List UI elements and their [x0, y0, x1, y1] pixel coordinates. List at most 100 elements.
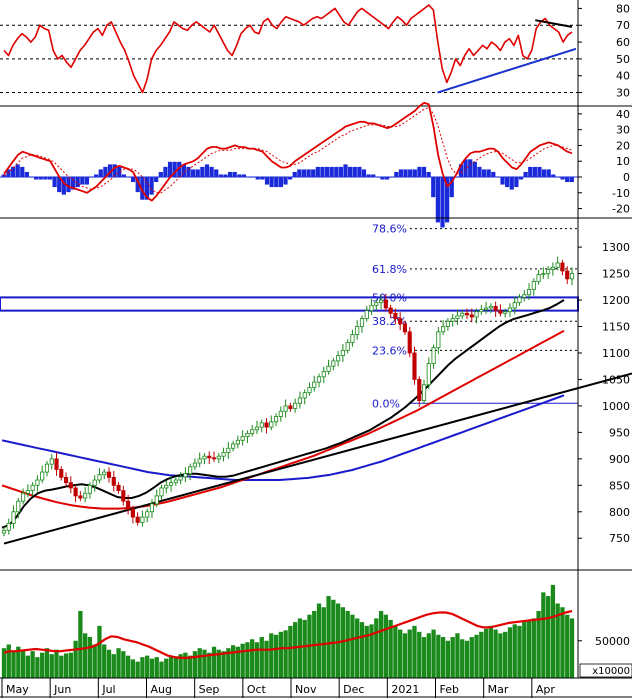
macd-hist-bar: [6, 169, 11, 177]
rsi-ytick-label: 30: [616, 87, 630, 100]
candle-body: [326, 365, 331, 372]
macd-hist-bar: [565, 176, 570, 183]
candle-body: [569, 273, 575, 280]
volume-bar: [350, 614, 355, 678]
volume-bar: [192, 651, 198, 678]
volume-bar: [63, 653, 69, 678]
candle-body: [207, 455, 212, 459]
price-ytick-label: 1100: [602, 347, 630, 360]
volume-bar: [125, 655, 131, 678]
macd-hist-bar: [394, 171, 399, 177]
volume-bar: [207, 652, 212, 678]
candle-body: [383, 299, 388, 309]
macd-hist-bar: [20, 166, 25, 177]
macd-hist-bar: [43, 176, 48, 180]
candle-body: [192, 462, 197, 468]
candle-body: [364, 310, 369, 319]
macd-hist-bar: [518, 176, 524, 180]
volume-bar: [479, 631, 484, 678]
candle-body: [316, 376, 322, 383]
macd-hist-bar: [329, 166, 334, 177]
candle-body: [78, 495, 83, 499]
candle-body: [293, 402, 298, 409]
volume-bar: [6, 644, 11, 678]
price-ytick-label: 1050: [602, 373, 630, 386]
volume-bar: [316, 603, 322, 678]
macd-hist-bar: [80, 176, 85, 185]
volume-bar: [116, 648, 121, 678]
candle-body: [369, 304, 374, 312]
macd-hist-bar: [343, 164, 348, 177]
candle-body: [202, 455, 207, 460]
volume-bar: [188, 655, 193, 678]
candle-body: [460, 312, 465, 317]
macd-hist-bar: [357, 166, 362, 177]
candle-body: [154, 495, 159, 505]
macd-hist-bar: [186, 166, 191, 177]
volume-bar: [355, 618, 360, 678]
macd-hist-bar: [61, 176, 66, 195]
volume-bar: [374, 618, 379, 678]
volume-bar: [474, 634, 479, 678]
macd-hist-bar: [195, 169, 200, 177]
candle-body: [350, 334, 355, 343]
candle-body: [168, 482, 174, 486]
macd-hist-bar: [426, 171, 431, 177]
macd-ytick-label: -10: [612, 187, 630, 200]
macd-hist-bar: [514, 176, 519, 188]
candle-body: [1, 529, 7, 534]
volume-bar: [450, 637, 455, 678]
volume-bar: [555, 603, 560, 678]
volume-bar: [488, 625, 494, 678]
candle-body: [116, 484, 121, 492]
candle-body: [536, 274, 541, 282]
macd-hist-bar: [227, 171, 233, 177]
candle-body: [374, 302, 379, 306]
macd-hist-bar: [283, 176, 288, 185]
candle-body: [550, 266, 555, 270]
macd-hist-bar: [509, 176, 514, 190]
candle-body: [126, 500, 131, 510]
macd-hist-bar: [15, 164, 20, 177]
volume-bar: [503, 631, 508, 678]
macd-line: [3, 101, 573, 202]
x-month-label: Feb: [440, 683, 459, 696]
macd-hist-bar: [98, 169, 103, 177]
rsi-trendline: [535, 19, 573, 28]
macd-hist-bar: [288, 176, 293, 180]
x-month-label: Sep: [199, 683, 220, 696]
price-ytick-label: 850: [609, 479, 630, 492]
candle-body: [560, 262, 565, 272]
rsi-ytick-label: 40: [616, 70, 630, 83]
volume-bar: [130, 659, 136, 678]
volume-bar: [183, 652, 188, 678]
volume-bar: [40, 652, 45, 678]
macd-hist-bar: [232, 171, 237, 177]
candle-body: [307, 386, 312, 394]
macd-hist-bar: [348, 166, 353, 177]
candle-body: [250, 429, 255, 434]
macd-hist-bar: [334, 166, 339, 177]
volume-bar: [393, 625, 398, 678]
chart-panels: 304050607080-20-1001020304078.6%61.8%50.…: [0, 0, 632, 679]
price-trendline: [3, 372, 632, 545]
macd-hist-bar: [301, 169, 307, 177]
macd-hist-bar: [121, 174, 126, 177]
volume-bar: [145, 655, 150, 678]
macd-hist-bar: [384, 176, 390, 180]
candle-body: [555, 262, 560, 268]
volume-bar: [369, 624, 374, 678]
volume-bar: [460, 639, 465, 678]
macd-hist-bar: [191, 169, 196, 177]
volume-bar: [507, 627, 513, 678]
volume-bar: [159, 661, 164, 678]
candle-body: [312, 381, 317, 388]
volume-bar: [264, 640, 269, 678]
macd-hist-bar: [260, 176, 265, 180]
candle-body: [44, 463, 50, 473]
volume-bar: [230, 645, 236, 678]
candle-body: [565, 270, 570, 280]
price-ytick-label: 800: [609, 506, 630, 519]
candle-body: [450, 318, 455, 322]
